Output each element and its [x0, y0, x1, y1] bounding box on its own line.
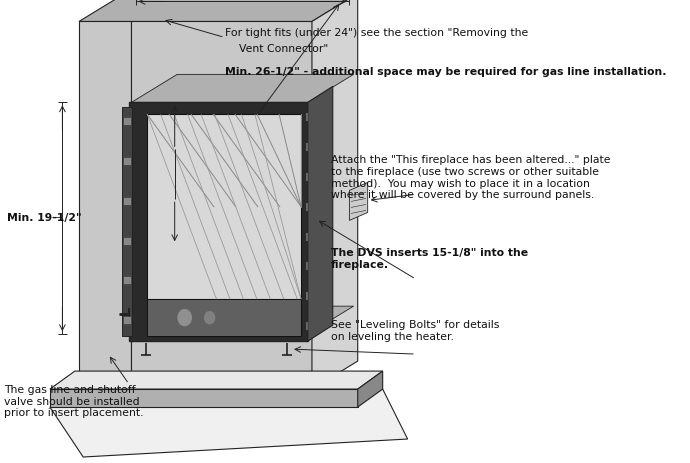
Bar — [123, 277, 131, 285]
Circle shape — [178, 310, 191, 326]
Polygon shape — [50, 389, 357, 407]
Polygon shape — [131, 307, 353, 334]
Polygon shape — [79, 0, 357, 22]
Polygon shape — [131, 75, 353, 103]
Polygon shape — [177, 75, 353, 307]
Bar — [123, 118, 131, 126]
Polygon shape — [147, 115, 301, 300]
Polygon shape — [50, 371, 383, 389]
Polygon shape — [312, 0, 357, 389]
Text: The DVS inserts 15-1/8" into the
fireplace.: The DVS inserts 15-1/8" into the firepla… — [331, 248, 529, 269]
Text: For tight fits (under 24") see the section "Removing the: For tight fits (under 24") see the secti… — [225, 28, 528, 38]
Text: Vent Connector": Vent Connector" — [225, 44, 328, 54]
Text: Attach the "This fireplace has been altered..." plate
to the fireplace (use two : Attach the "This fireplace has been alte… — [331, 155, 611, 200]
Bar — [123, 158, 131, 166]
Polygon shape — [79, 22, 131, 389]
Polygon shape — [147, 300, 301, 337]
Polygon shape — [357, 371, 383, 407]
Text: The gas line and shutoff
valve should be installed
prior to insert placement.: The gas line and shutoff valve should be… — [4, 384, 144, 417]
Polygon shape — [308, 87, 333, 341]
Text: Min. 26-1/2" - additional space may be required for gas line installation.: Min. 26-1/2" - additional space may be r… — [225, 67, 666, 77]
Text: Min. 19-1/2": Min. 19-1/2" — [7, 213, 81, 223]
Polygon shape — [129, 103, 308, 341]
Polygon shape — [131, 334, 312, 389]
Circle shape — [205, 312, 215, 324]
Bar — [123, 317, 131, 325]
Polygon shape — [349, 183, 368, 221]
Polygon shape — [122, 108, 132, 337]
Polygon shape — [131, 22, 312, 103]
Bar — [123, 197, 131, 206]
Bar — [123, 237, 131, 245]
Polygon shape — [50, 389, 408, 457]
Text: See "Leveling Bolts" for details
on leveling the heater.: See "Leveling Bolts" for details on leve… — [331, 319, 500, 341]
